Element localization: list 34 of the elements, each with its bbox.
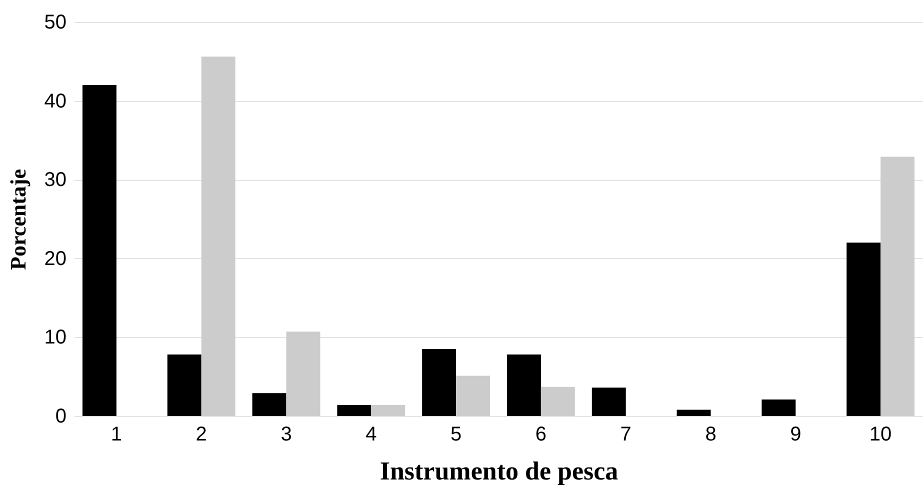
bar xyxy=(592,388,626,416)
y-tick-label: 30 xyxy=(44,169,66,192)
bar xyxy=(167,354,202,416)
bar xyxy=(506,354,541,416)
y-tick-label: 0 xyxy=(55,406,66,428)
y-tick-label: 10 xyxy=(44,326,66,349)
x-tick-label: 2 xyxy=(196,424,207,446)
x-tick-label: 5 xyxy=(450,424,462,446)
x-tick-label: 9 xyxy=(790,424,802,446)
bar xyxy=(371,404,406,416)
y-tick-label: 50 xyxy=(44,12,66,34)
x-axis-title: Instrumento de pesca xyxy=(380,456,618,486)
bar xyxy=(422,349,456,416)
x-tick-label: 7 xyxy=(620,424,632,446)
bar xyxy=(456,376,490,416)
x-tick-label: 8 xyxy=(705,424,716,446)
bar xyxy=(676,410,711,416)
bar xyxy=(201,56,236,416)
x-tick-label: 3 xyxy=(280,424,292,446)
bar xyxy=(846,242,881,416)
bar xyxy=(337,404,372,416)
bar xyxy=(286,332,320,416)
bar xyxy=(880,156,915,416)
x-tick-label: 1 xyxy=(110,424,122,446)
y-tick-label: 40 xyxy=(44,90,66,112)
bar xyxy=(762,399,796,416)
bar xyxy=(82,85,116,416)
x-tick-label: 10 xyxy=(869,424,892,446)
bar xyxy=(252,393,286,416)
y-tick-label: 20 xyxy=(44,248,66,270)
bar xyxy=(540,386,575,416)
y-axis-title: Porcentaje xyxy=(5,168,30,270)
x-tick-label: 4 xyxy=(366,424,377,446)
x-tick-label: 6 xyxy=(535,424,547,446)
